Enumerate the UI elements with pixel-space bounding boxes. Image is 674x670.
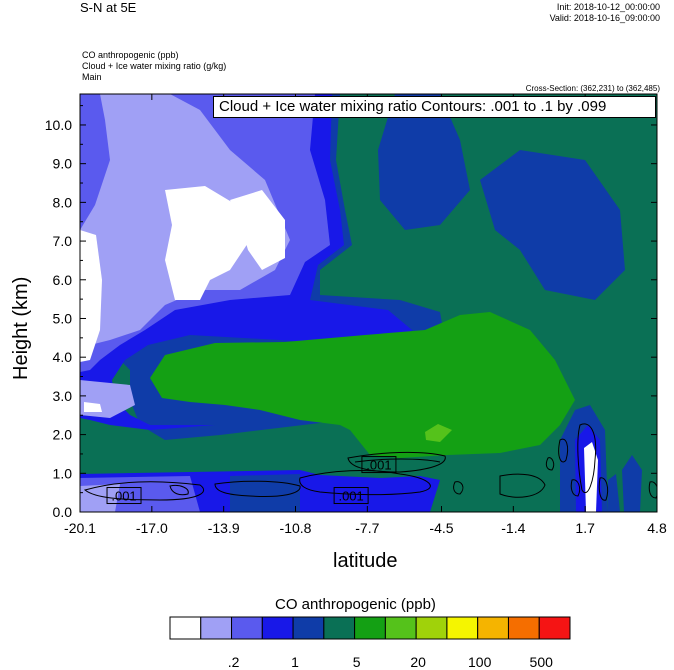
colorbar [169,616,571,640]
colorbar-label: 20 [410,654,426,670]
colorbar-label: 1 [291,654,299,670]
colorbar-swatch [169,616,202,640]
field-line-2: Cloud + Ice water mixing ratio (g/kg) [82,61,227,71]
x-axis-title: latitude [333,550,398,572]
x-tick-label: -20.1 [64,520,96,536]
y-tick-label: 1.0 [53,465,73,481]
co-plume-right [584,442,598,512]
field-line-3: Main [82,72,102,82]
co-surface-layer-dark [230,474,300,512]
y-tick-label: 7.0 [53,233,73,249]
x-tick-label: 1.7 [575,520,595,536]
co-region-white [80,230,102,362]
contour-label: .001 [111,489,136,504]
x-tick-label: -7.7 [355,520,379,536]
co-region-white [84,402,102,412]
colorbar-label: 100 [468,654,492,670]
contour-label-box [361,456,397,474]
co-plume-right [622,455,642,512]
x-tick-label: -1.4 [501,520,525,536]
contour-info-box: Cloud + Ice water mixing ratio Contours:… [213,96,656,118]
colorbar-swatch [292,616,325,640]
colorbar-swatch [507,616,540,640]
valid-time: Valid: 2018-10-16_09:00:00 [549,13,660,23]
colorbar-swatch [200,616,233,640]
plot-area [80,94,657,512]
cross-section-label: Cross-Section: (362,231) to (362,485) [525,84,660,93]
x-tick-label: -13.9 [208,520,240,536]
y-tick-label: 4.0 [53,349,73,365]
x-tick-label: -17.0 [136,520,168,536]
y-tick-label: 2.0 [53,427,73,443]
plot-frame [79,93,658,513]
colorbar-swatch [446,616,479,640]
y-tick-label: 9.0 [53,156,73,172]
colorbar-swatch [415,616,448,640]
colorbar-swatch [231,616,263,640]
co-region-white [230,190,285,270]
chart-title: S-N at 5E [80,0,137,15]
x-tick-label: -10.8 [280,520,312,536]
colorbar-swatch [477,616,509,640]
co-region-5ppb-inner [425,424,452,442]
field-line-1: CO anthropogenic (ppb) [82,50,179,60]
y-axis-title: Height (km) [10,276,32,380]
co-region-5ppb [150,312,575,458]
contour-label: .001 [366,458,391,473]
y-tick-label: 0.0 [53,504,73,520]
colorbar-label: 5 [352,654,361,670]
colorbar-swatch [538,616,571,640]
colorbar-swatch [354,616,386,640]
cloud-contours [83,423,657,501]
contour-label-group: .001 .001 .001 [106,456,397,505]
co-surface-layer-lighter [80,484,120,512]
colorbar-swatch [323,616,356,640]
y-tick-label: 5.0 [53,310,73,326]
y-tick-label: 3.0 [53,388,73,404]
y-axis: 0.0 1.0 2.0 3.0 4.0 5.0 6.0 7.0 8.0 9.0 10.0 [45,105,657,520]
init-time: Init: 2018-10-12_00:00:00 [556,2,660,12]
colorbar-title: CO anthropogenic (ppb) [275,596,436,613]
co-plume-right [608,474,620,512]
colorbar-swatch [261,616,294,640]
y-tick-label: 10.0 [45,117,72,133]
co-region-white [165,186,250,300]
y-tick-label: 6.0 [53,272,73,288]
x-tick-label: -4.5 [429,520,453,536]
colorbar-label: 500 [529,654,553,670]
co-region-1ppb [378,94,470,230]
co-region-1ppb [480,150,625,300]
contour-label-box [333,487,369,505]
y-tick-label: 8.0 [53,194,73,210]
contour-label: .001 [338,489,363,504]
x-axis: -20.1 -17.0 -13.9 -10.8 -7.7 -4.5 -1.4 1.7 4.8 [64,94,667,536]
contour-label-box [106,487,142,505]
colorbar-label: .2 [227,654,240,670]
x-tick-label: 4.8 [647,520,667,536]
colorbar-swatch [384,616,417,640]
